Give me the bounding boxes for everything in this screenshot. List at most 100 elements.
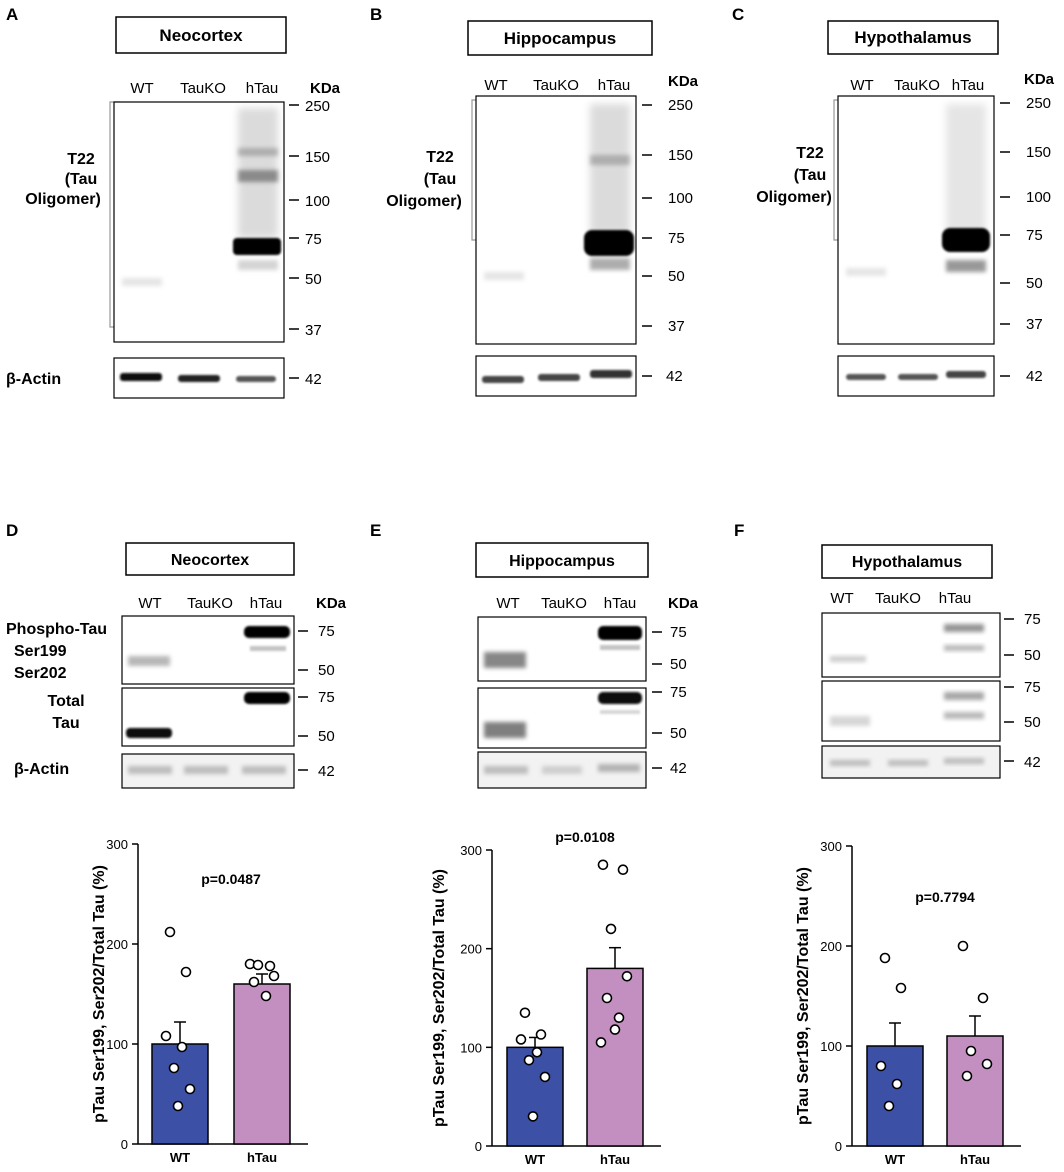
kda-label-e: KDa [668, 595, 699, 612]
y-tick-label-d: 200 [106, 937, 128, 952]
actin-band-3-d [242, 766, 286, 774]
phospho-band-htau-d [244, 626, 290, 638]
t22-label-c-3: Oligomer) [756, 189, 832, 206]
t22-label-c-1: T22 [796, 145, 824, 162]
marker-75-e1: 75 [670, 624, 687, 641]
t22-label-b-1: T22 [426, 149, 454, 166]
data-point-htau-e [621, 970, 633, 982]
actin-band-3-e [598, 764, 640, 772]
data-point-htau-d [268, 970, 280, 982]
marker-75-a: 75 [305, 231, 322, 248]
lane-wt-b: WT [484, 77, 507, 94]
band-main-a [233, 238, 281, 255]
kda-label-c: KDa [1024, 71, 1055, 88]
actin-band-1-d [128, 766, 172, 774]
region-box-f [821, 544, 993, 579]
region-box-d [125, 542, 295, 576]
lane-htau-c: hTau [952, 77, 985, 94]
x-tick-label-f: WT [885, 1152, 905, 1167]
lane-taukO-e: TauKO [541, 595, 587, 612]
y-tick-label-e: 200 [460, 942, 482, 957]
marker-250-a: 250 [305, 98, 330, 115]
y-tick-label-f: 100 [820, 1039, 842, 1054]
marker-100-c: 100 [1026, 189, 1051, 206]
lane-taukO-b: TauKO [533, 77, 579, 94]
data-point-wt-e [535, 1029, 547, 1040]
phospho-band-wt-f [830, 656, 866, 662]
region-title-d: Neocortex [171, 552, 249, 569]
band-high2-a [238, 148, 278, 156]
actin-band-3-f [944, 758, 984, 764]
marker-75-d2: 75 [318, 689, 335, 706]
region-title-e: Hippocampus [509, 553, 615, 570]
marker-50-d2: 50 [318, 728, 335, 745]
actin-band-1-a [120, 373, 162, 381]
panel-d-blot: Neocortex WT TauKO hTau KDa Phospho-Tau … [6, 542, 347, 789]
marker-75-f1: 75 [1024, 611, 1041, 628]
y-tick-label-e: 0 [475, 1139, 482, 1154]
phospho-band-wt-d [128, 656, 170, 666]
bar-chart-e: 0 100 200 300 pTau Ser199, Ser202/Total Tau … [431, 829, 661, 1167]
x-tick-label-d: WT [170, 1150, 190, 1165]
smear-b [590, 104, 630, 234]
band-high-a [238, 170, 278, 182]
data-point-wt-f [891, 1078, 903, 1090]
data-point-wt-f [883, 1100, 895, 1112]
data-point-htau-d [264, 960, 276, 972]
marker-42-c: 42 [1026, 368, 1043, 385]
lane-htau-a: hTau [246, 80, 279, 97]
data-point-wt-d [180, 966, 192, 978]
y-axis-label-d: pTau Ser199, Ser202/Total Tau (%) [91, 865, 108, 1123]
lane-htau-e: hTau [604, 595, 637, 612]
marker-50-b: 50 [668, 268, 685, 285]
t22-label-a-3: Oligomer) [25, 191, 101, 208]
panel-letter-f: F [734, 521, 744, 540]
actin-band-1-b [482, 376, 524, 383]
marker-37-c: 37 [1026, 316, 1043, 333]
data-point-htau-d [252, 959, 264, 971]
p-value-e: p=0.0108 [555, 829, 615, 845]
total-band-htau-f [944, 692, 984, 700]
marker-150-c: 150 [1026, 144, 1051, 161]
markers-c [1000, 102, 1010, 325]
region-title-c: Hypothalamus [854, 28, 971, 47]
y-tick-label-f: 300 [820, 839, 842, 854]
data-point-wt-d [164, 926, 176, 938]
y-tick-label-e: 300 [460, 843, 482, 858]
actin-band-1-e [484, 766, 528, 774]
data-point-wt-f [895, 982, 907, 994]
lane-taukO-a: TauKO [180, 80, 226, 97]
markers-b [642, 104, 652, 327]
smear-c [946, 104, 986, 234]
band-faint-b [484, 272, 524, 280]
total-label-d-2: Tau [52, 715, 79, 732]
lane-wt-c: WT [850, 77, 873, 94]
t22-label-a-1: T22 [67, 151, 95, 168]
phospho-label-d-2: Ser199 [14, 643, 67, 660]
data-point-wt-e [539, 1071, 551, 1083]
actin-band-2-d [184, 766, 228, 774]
y-tick-label-f: 200 [820, 939, 842, 954]
lane-taukO-d: TauKO [187, 595, 233, 612]
total-band-htau-e [598, 692, 642, 704]
marker-50-a: 50 [305, 271, 322, 288]
kda-label-b: KDa [668, 73, 699, 90]
total-label-d-1: Total [47, 693, 84, 710]
lane-htau-d: hTau [250, 595, 283, 612]
phospho-band-low-d [250, 646, 286, 651]
total-band-htau-d [244, 692, 290, 704]
band-low-b [590, 258, 630, 270]
panel-a-blot: Neocortex WT TauKO hTau KDa T22 (Tau Oli… [6, 16, 341, 399]
total-band-wt-e [484, 722, 526, 738]
total-band-wt-f [830, 716, 870, 726]
data-point-htau-e [595, 1037, 607, 1048]
y-axis-label-f: pTau Ser199, Ser202/Total Tau (%) [795, 867, 812, 1125]
panel-letter-a: A [6, 5, 18, 24]
panel-b-blot: Hippocampus WT TauKO hTau KDa T22 (Tau O… [386, 20, 699, 397]
data-point-htau-e [601, 992, 613, 1004]
actin-band-3-c [946, 371, 986, 378]
bar-htau-e [586, 967, 644, 1147]
actin-band-2-f [888, 760, 928, 766]
actin-band-2-c [898, 374, 938, 380]
data-point-htau-e [597, 859, 609, 871]
